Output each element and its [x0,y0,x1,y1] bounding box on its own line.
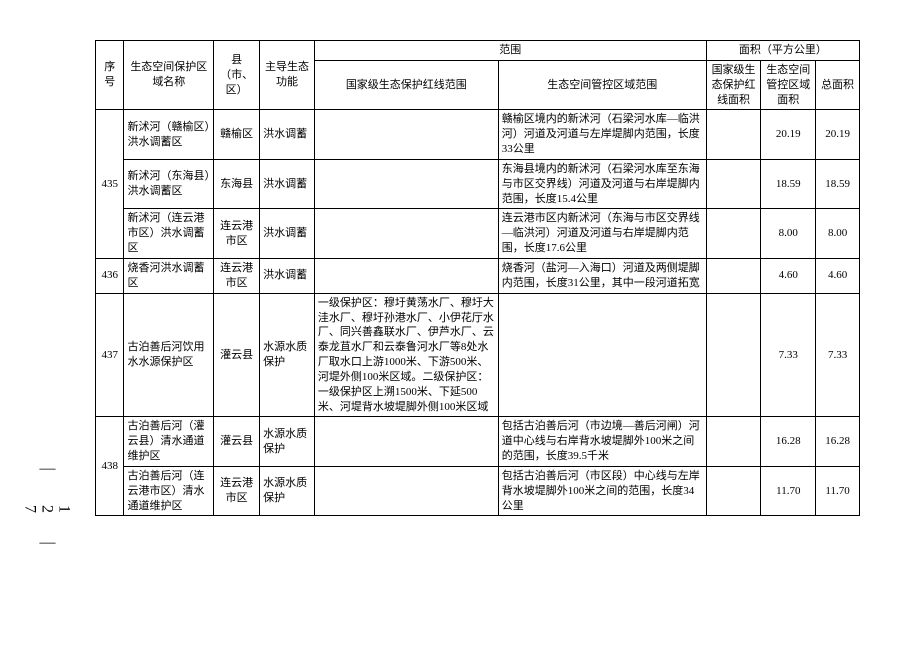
cell-a3: 11.70 [816,466,860,516]
cell-a1 [706,258,761,293]
cell-seq: 435 [96,110,124,259]
cell-a1 [706,466,761,516]
cell-district: 连云港市区 [214,258,260,293]
cell-district: 灌云县 [214,417,260,467]
cell-control: 包括古泊善后河（市区段）中心线与左岸背水坡堤脚外100米之间的范围，长度34公里 [498,466,706,516]
col-seq: 序号 [96,41,124,110]
table-row: 436烧香河洪水调蓄区连云港市区洪水调蓄 烧香河（盐河—入海口）河道及两侧堤脚内范… [96,258,860,293]
cell-a3: 18.59 [816,159,860,209]
cell-name: 烧香河洪水调蓄区 [124,258,214,293]
cell-control [498,293,706,417]
col-name: 生态空间保护区域名称 [124,41,214,110]
table-row: 新沭河（连云港市区）洪水调蓄区连云港市区洪水调蓄 连云港市区内新沭河（东海与市区交… [96,209,860,259]
cell-district: 东海县 [214,159,260,209]
table-row: 新沭河（东海县）洪水调蓄区东海县洪水调蓄 东海县境内的新沭河（石梁河水库至东海与市… [96,159,860,209]
cell-national [314,159,498,209]
cell-national [314,258,498,293]
cell-name: 古泊善后河（灌云县）清水通道维护区 [124,417,214,467]
cell-a3: 20.19 [816,110,860,160]
cell-a3: 7.33 [816,293,860,417]
cell-national [314,209,498,259]
cell-func: 水源水质保护 [260,466,315,516]
cell-a1 [706,110,761,160]
table-row: 435新沭河（赣榆区）洪水调蓄区赣榆区洪水调蓄赣榆区境内的新沭河（石梁河水库—临… [96,110,860,160]
col-scope: 范围 [314,41,706,61]
col-scope-national: 国家级生态保护红线范围 [314,60,498,110]
table-row: 437古泊善后河饮用水水源保护区灌云县水源水质保护一级保护区：穆圩黄荡水厂、穆圩… [96,293,860,417]
cell-seq: 437 [96,293,124,417]
cell-control: 赣榆区境内的新沭河（石梁河水库—临洪河）河道及河道与左岸堤脚内范围，长度33公里 [498,110,706,160]
cell-name: 古泊善后河饮用水水源保护区 [124,293,214,417]
cell-func: 洪水调蓄 [260,258,315,293]
cell-a1 [706,159,761,209]
cell-a1 [706,209,761,259]
cell-a2: 11.70 [761,466,816,516]
cell-control: 包括古泊善后河（市边境—善后河闸）河道中心线与右岸背水坡堤脚外100米之间的范围… [498,417,706,467]
cell-a2: 7.33 [761,293,816,417]
cell-a2: 20.19 [761,110,816,160]
cell-func: 洪水调蓄 [260,209,315,259]
cell-func: 洪水调蓄 [260,159,315,209]
cell-a1 [706,417,761,467]
cell-seq: 436 [96,258,124,293]
cell-name: 古泊善后河（连云港市区）清水通道维护区 [124,466,214,516]
cell-seq: 438 [96,417,124,516]
page-number: —127— [38,460,56,557]
cell-control: 连云港市区内新沭河（东海与市区交界线—临洪河）河道及河道与右岸堤脚内范围，长度1… [498,209,706,259]
col-area: 面积（平方公里） [706,41,859,61]
table-row: 古泊善后河（连云港市区）清水通道维护区连云港市区水源水质保护 包括古泊善后河（市区… [96,466,860,516]
cell-national [314,466,498,516]
table-row: 438古泊善后河（灌云县）清水通道维护区灌云县水源水质保护包括古泊善后河（市边境… [96,417,860,467]
cell-national [314,417,498,467]
cell-district: 赣榆区 [214,110,260,160]
cell-district: 连云港市区 [214,466,260,516]
cell-district: 连云港市区 [214,209,260,259]
cell-a3: 16.28 [816,417,860,467]
protection-areas-table: 序号 生态空间保护区域名称 县（市、区） 主导生态功能 范围 面积（平方公里） … [95,40,860,516]
cell-district: 灌云县 [214,293,260,417]
cell-a3: 4.60 [816,258,860,293]
col-area-national: 国家级生态保护红线面积 [706,60,761,110]
cell-a2: 18.59 [761,159,816,209]
cell-name: 新沭河（东海县）洪水调蓄区 [124,159,214,209]
col-area-total: 总面积 [816,60,860,110]
cell-func: 水源水质保护 [260,293,315,417]
col-district: 县（市、区） [214,41,260,110]
cell-a1 [706,293,761,417]
cell-control: 东海县境内的新沭河（石梁河水库至东海与市区交界线）河道及河道与右岸堤脚内范围，长… [498,159,706,209]
col-scope-control: 生态空间管控区域范围 [498,60,706,110]
cell-name: 新沭河（连云港市区）洪水调蓄区 [124,209,214,259]
cell-a2: 4.60 [761,258,816,293]
cell-national [314,110,498,160]
cell-func: 水源水质保护 [260,417,315,467]
cell-a2: 8.00 [761,209,816,259]
cell-a3: 8.00 [816,209,860,259]
cell-func: 洪水调蓄 [260,110,315,160]
col-area-control: 生态空间管控区域面积 [761,60,816,110]
cell-name: 新沭河（赣榆区）洪水调蓄区 [124,110,214,160]
cell-control: 烧香河（盐河—入海口）河道及两侧堤脚内范围，长度31公里，其中一段河道拓宽 [498,258,706,293]
col-function: 主导生态功能 [260,41,315,110]
cell-a2: 16.28 [761,417,816,467]
cell-national: 一级保护区：穆圩黄荡水厂、穆圩大洼水厂、穆圩孙港水厂、小伊花厅水厂、同兴善鑫联水… [314,293,498,417]
